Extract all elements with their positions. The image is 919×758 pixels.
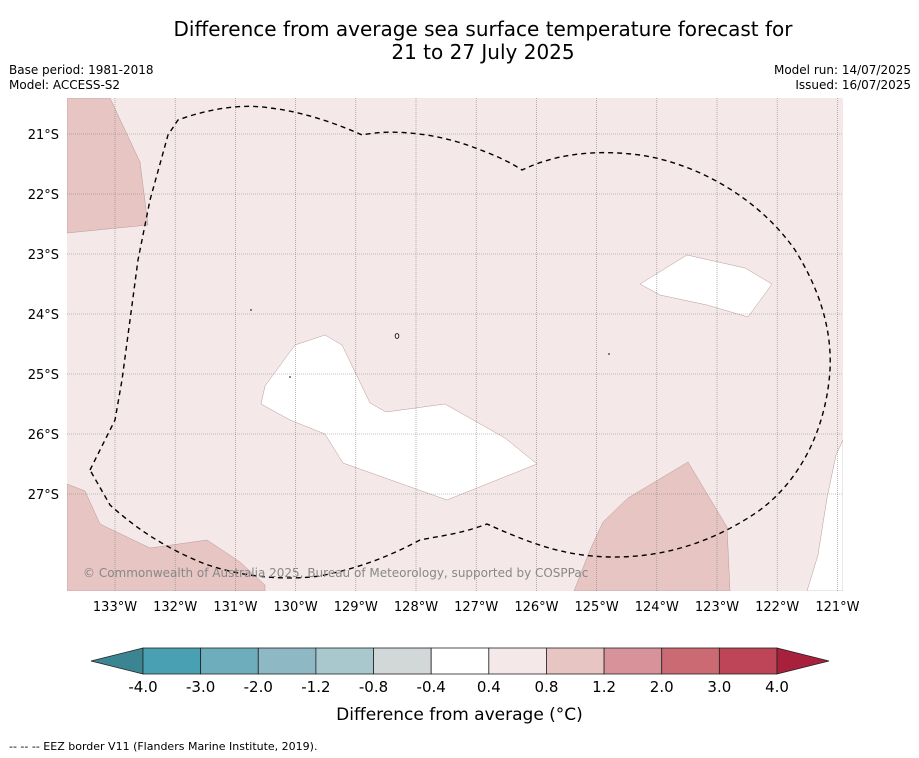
longitude-axis: 133°W 132°W 131°W 130°W 129°W 128°W 127°W 126°W… <box>93 600 860 615</box>
longitude-label: 126°W <box>514 600 558 615</box>
longitude-label: 128°W <box>394 600 438 615</box>
issued-date: Issued: 16/07/2025 <box>795 78 911 92</box>
colorbar-segment <box>488 647 547 675</box>
longitude-label: 132°W <box>153 600 197 615</box>
colorbar-segment <box>373 647 432 675</box>
colorbar-segment <box>718 647 778 675</box>
longitude-label: 130°W <box>274 600 318 615</box>
latitude-label: 27°S <box>28 488 59 503</box>
anomaly-patch-southwest <box>67 483 266 591</box>
colorbar-over-triangle <box>776 647 830 675</box>
colorbar-segment <box>142 647 202 675</box>
island-marker <box>394 333 400 339</box>
title-line-1: Difference from average sea surface temp… <box>173 17 793 41</box>
near-average-patch-central <box>260 334 538 501</box>
longitude-label: 129°W <box>334 600 378 615</box>
colorbar-tick-label: -0.8 <box>358 678 389 696</box>
anomaly-patch-southeast-white <box>806 439 843 591</box>
chart-title: Difference from average sea surface temp… <box>60 18 906 64</box>
latitude-label: 25°S <box>28 368 59 383</box>
latitude-axis: 21°S 22°S 23°S 24°S 25°S 26°S 27°S <box>28 128 59 503</box>
latitude-label: 24°S <box>28 308 59 323</box>
longitude-label: 123°W <box>695 600 739 615</box>
copyright-notice: © Commonwealth of Australia 2025, Bureau… <box>83 566 588 580</box>
island-dot <box>608 353 610 355</box>
eez-legend-note: -- -- -- EEZ border V11 (Flanders Marine… <box>9 740 318 753</box>
anomaly-patch-northwest <box>67 98 149 234</box>
model-name: Model: ACCESS-S2 <box>9 78 121 92</box>
colorbar-tick-label: 1.2 <box>592 678 617 696</box>
title-line-2: 21 to 27 July 2025 <box>391 40 575 64</box>
island-dot <box>250 309 252 311</box>
island-dot <box>289 376 291 378</box>
longitude-label: 133°W <box>93 600 137 615</box>
graticule <box>67 98 843 591</box>
colorbar-segment <box>603 647 663 675</box>
colorbar-under-triangle <box>90 647 144 675</box>
latitude-label: 26°S <box>28 428 59 443</box>
longitude-label: 121°W <box>815 600 859 615</box>
near-average-patch-east <box>639 254 773 318</box>
colorbar-segment <box>430 647 490 675</box>
colorbar-segment <box>257 647 317 675</box>
colorbar-tick-label: 0.8 <box>534 678 559 696</box>
latitude-label: 22°S <box>28 188 59 203</box>
longitude-label: 124°W <box>635 600 679 615</box>
longitude-label: 127°W <box>454 600 498 615</box>
eez-border <box>89 105 831 579</box>
colorbar-segment <box>200 647 259 675</box>
colorbar-segment <box>315 647 374 675</box>
latitude-label: 23°S <box>28 248 59 263</box>
colorbar-tick-label: -3.0 <box>185 678 216 696</box>
longitude-label: 125°W <box>575 600 619 615</box>
meta-right: Model run: 14/07/2025 Issued: 16/07/2025 <box>774 63 911 93</box>
colorbar-tick-label: 2.0 <box>649 678 674 696</box>
model-run: Model run: 14/07/2025 <box>773 63 911 77</box>
colorbar-tick-label: -4.0 <box>128 678 158 696</box>
colorbar-title: Difference from average (°C) <box>336 705 583 725</box>
colorbar-tick-label: 4.0 <box>765 678 789 696</box>
meta-left: Base period: 1981-2018 Model: ACCESS-S2 <box>9 63 154 93</box>
colorbar-segment <box>546 647 605 675</box>
map-area: © Commonwealth of Australia 2025, Bureau… <box>67 98 843 591</box>
colorbar-tick-label: -1.2 <box>301 678 331 696</box>
latitude-label: 21°S <box>28 128 59 143</box>
colorbar <box>90 647 830 675</box>
colorbar-tick-label: 3.0 <box>707 678 732 696</box>
longitude-label: 131°W <box>213 600 257 615</box>
colorbar-tick-label: 0.4 <box>476 678 501 696</box>
base-period: Base period: 1981-2018 <box>9 63 154 77</box>
colorbar-tick-label: -0.4 <box>416 678 446 696</box>
longitude-label: 122°W <box>755 600 799 615</box>
anomaly-field-0-4-to-0-8 <box>67 98 843 591</box>
colorbar-tick-label: -2.0 <box>243 678 273 696</box>
colorbar-segment <box>661 647 720 675</box>
